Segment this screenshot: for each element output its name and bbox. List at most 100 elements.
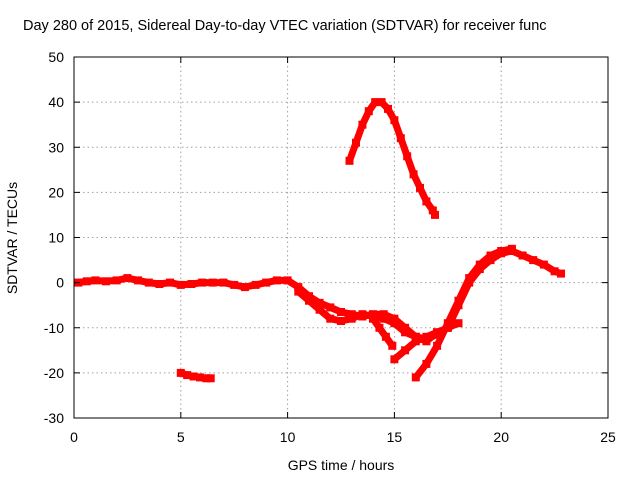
data-point bbox=[550, 267, 559, 276]
series-baseline-track bbox=[74, 247, 565, 346]
data-point bbox=[371, 98, 380, 107]
data-point bbox=[422, 197, 431, 206]
x-axis-label: GPS time / hours bbox=[287, 457, 395, 473]
series-small-segment-5-6 bbox=[176, 368, 215, 383]
data-point bbox=[422, 332, 431, 341]
data-point bbox=[358, 120, 367, 129]
data-point bbox=[352, 138, 360, 147]
data-point bbox=[219, 278, 228, 287]
data-point bbox=[416, 183, 424, 192]
data-point bbox=[379, 314, 388, 323]
series-track bbox=[369, 315, 396, 350]
y-axis-label: SDTVAR / TECUs bbox=[4, 181, 20, 295]
data-point bbox=[518, 251, 527, 260]
data-point bbox=[315, 305, 324, 314]
data-point bbox=[507, 244, 516, 253]
data-point bbox=[189, 372, 198, 381]
y-tick-label: 10 bbox=[48, 230, 64, 246]
data-point bbox=[337, 308, 345, 316]
data-point bbox=[326, 314, 335, 323]
data-point bbox=[202, 374, 211, 383]
data-point bbox=[422, 359, 431, 368]
y-tick-label: -30 bbox=[44, 410, 64, 426]
data-point bbox=[390, 314, 399, 323]
data-point bbox=[433, 328, 442, 337]
data-point bbox=[369, 314, 377, 323]
data-point bbox=[433, 341, 442, 350]
data-point bbox=[454, 296, 463, 305]
data-point bbox=[176, 368, 185, 377]
series-track bbox=[412, 245, 516, 381]
data-point bbox=[91, 276, 100, 285]
y-tick-label: 0 bbox=[56, 275, 64, 291]
data-point bbox=[539, 260, 548, 269]
data-point bbox=[454, 319, 463, 328]
grid-lines bbox=[74, 57, 608, 418]
data-point bbox=[375, 323, 384, 332]
axis-ticks: 0 5 10 15 20 25 -30 -20 -10 0 10 20 30 40 50 bbox=[44, 49, 616, 445]
data-point bbox=[411, 332, 420, 341]
x-tick-label: 20 bbox=[493, 429, 509, 445]
data-point bbox=[347, 314, 356, 323]
data-point bbox=[347, 310, 356, 319]
data-point bbox=[230, 280, 239, 289]
data-point bbox=[283, 276, 292, 285]
data-point bbox=[183, 371, 192, 380]
data-series-layer bbox=[74, 98, 565, 383]
data-point bbox=[272, 276, 281, 285]
data-point bbox=[198, 278, 207, 287]
data-point bbox=[251, 280, 260, 289]
data-point bbox=[206, 374, 215, 383]
data-point bbox=[240, 283, 249, 292]
data-point bbox=[428, 206, 437, 215]
data-point bbox=[196, 373, 204, 382]
x-tick-label: 5 bbox=[177, 429, 185, 445]
data-point bbox=[465, 274, 474, 283]
data-point bbox=[294, 287, 303, 296]
data-point bbox=[208, 278, 217, 287]
data-point bbox=[345, 156, 354, 165]
data-point bbox=[390, 116, 399, 125]
data-point bbox=[294, 283, 303, 292]
data-point bbox=[411, 337, 420, 346]
data-point bbox=[166, 278, 175, 287]
data-point bbox=[443, 319, 452, 328]
y-tick-label: 40 bbox=[48, 94, 64, 110]
data-point bbox=[379, 310, 388, 319]
data-point bbox=[187, 280, 196, 288]
data-point bbox=[396, 134, 405, 143]
data-point bbox=[155, 280, 164, 288]
data-point bbox=[176, 280, 185, 289]
series-arc-13-17 bbox=[345, 98, 439, 219]
chart-title: Day 280 of 2015, Sidereal Day-to-day VTE… bbox=[23, 18, 547, 34]
data-point bbox=[390, 355, 399, 364]
data-point bbox=[401, 346, 410, 355]
x-tick-label: 15 bbox=[387, 429, 403, 445]
data-point bbox=[102, 277, 110, 286]
data-point bbox=[262, 278, 271, 287]
data-point bbox=[144, 278, 153, 287]
data-point bbox=[497, 247, 506, 255]
x-tick-label: 0 bbox=[70, 429, 78, 445]
data-point bbox=[337, 317, 345, 325]
data-point bbox=[486, 251, 495, 260]
y-tick-label: 30 bbox=[48, 139, 64, 155]
data-point bbox=[364, 107, 373, 116]
data-point bbox=[384, 104, 392, 113]
data-point bbox=[82, 277, 91, 286]
data-point bbox=[315, 298, 324, 307]
data-point bbox=[390, 319, 399, 328]
data-point bbox=[381, 332, 390, 341]
series-rise-from-minus-17 bbox=[390, 328, 442, 364]
y-tick-label: -10 bbox=[44, 320, 64, 336]
y-tick-label: 50 bbox=[48, 49, 64, 65]
data-point bbox=[409, 170, 418, 179]
data-point bbox=[358, 310, 367, 319]
data-point bbox=[388, 341, 397, 350]
data-point bbox=[401, 328, 410, 337]
data-point bbox=[305, 296, 313, 305]
data-point bbox=[134, 276, 143, 285]
y-tick-label: -20 bbox=[44, 365, 64, 381]
x-tick-label: 25 bbox=[600, 429, 616, 445]
